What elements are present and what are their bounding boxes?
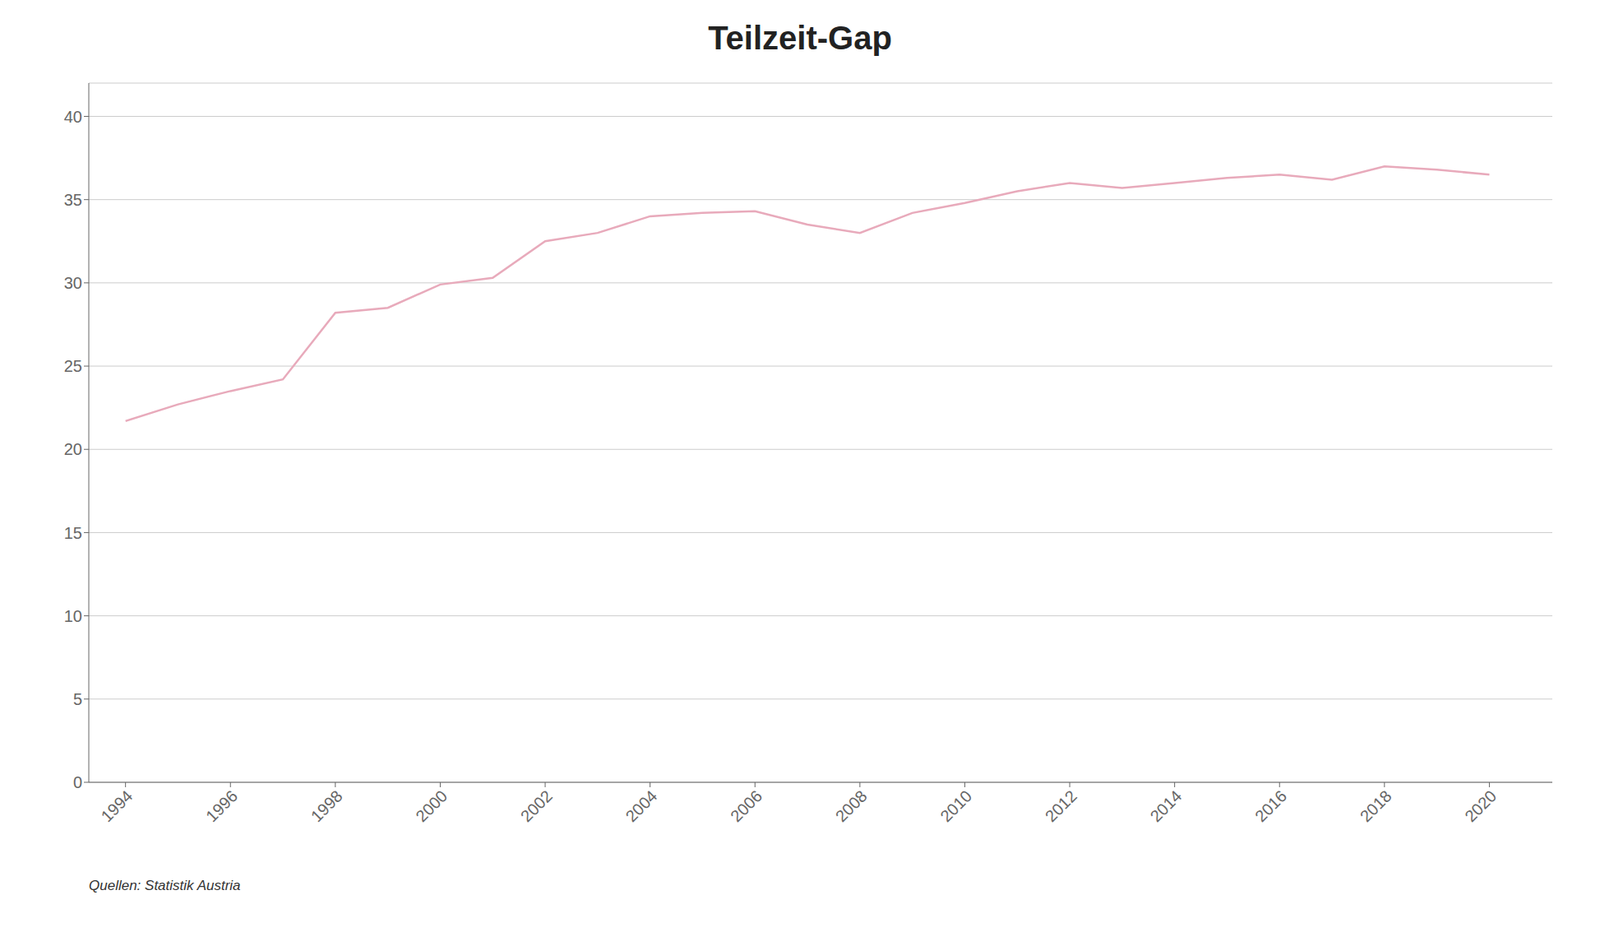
svg-text:40: 40 [64, 107, 83, 126]
svg-text:2016: 2016 [1251, 786, 1291, 825]
svg-text:1996: 1996 [202, 786, 241, 825]
svg-text:2004: 2004 [621, 786, 661, 825]
svg-text:2018: 2018 [1356, 786, 1396, 825]
svg-text:2008: 2008 [832, 786, 871, 825]
svg-text:10: 10 [64, 606, 83, 625]
html-text:Teilzeit-Gap: Teilzeit-Gap [707, 19, 893, 56]
svg-text:15: 15 [64, 523, 83, 542]
svg-text:0: 0 [73, 772, 83, 791]
svg-text:2014: 2014 [1146, 786, 1185, 825]
svg-text:2010: 2010 [936, 786, 976, 825]
svg-text:2000: 2000 [411, 786, 451, 825]
svg-text:1994: 1994 [97, 786, 137, 825]
svg-text:35: 35 [64, 190, 83, 209]
svg-text:2012: 2012 [1041, 786, 1081, 825]
svg-text:5: 5 [73, 689, 83, 708]
html-text:Quellen: Statistik Austria: Quellen: Statistik Austria [88, 877, 241, 893]
svg-text:25: 25 [64, 356, 83, 375]
svg-text:30: 30 [64, 273, 83, 292]
svg-text:20: 20 [64, 439, 83, 458]
svg-text:2002: 2002 [517, 786, 556, 825]
svg-text:2020: 2020 [1461, 786, 1500, 825]
svg-text:2006: 2006 [726, 786, 766, 825]
svg-text:1998: 1998 [307, 786, 347, 825]
